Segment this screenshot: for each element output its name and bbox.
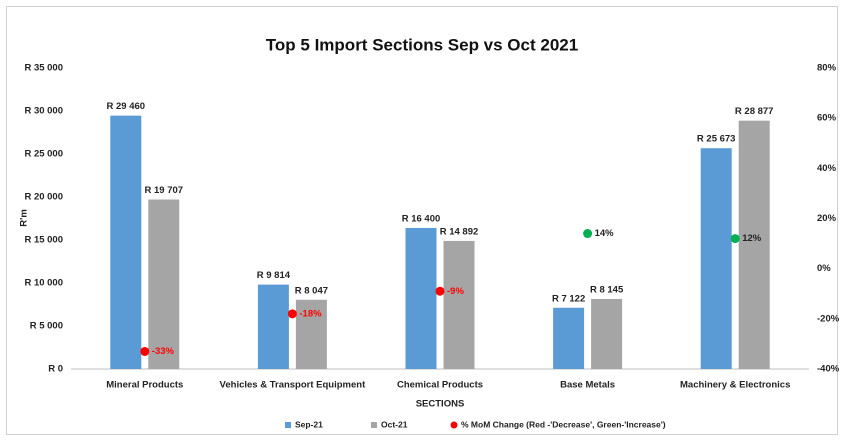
legend-swatch: [285, 422, 291, 428]
x-tick-label: Mineral Products: [106, 380, 183, 391]
bar: [738, 120, 770, 369]
y-tick-label: R 30 000: [24, 106, 63, 117]
bar-value-label: R 16 400: [402, 213, 441, 224]
y2-tick-label: -20%: [817, 313, 840, 324]
bar-value-label: R 25 673: [697, 134, 736, 145]
bar-value-label: R 14 892: [440, 226, 479, 237]
y2-tick-label: 0%: [817, 263, 831, 274]
y-axis-title: R'm: [19, 209, 30, 227]
x-tick-label: Base Metals: [560, 380, 615, 391]
legend-swatch: [371, 422, 377, 428]
legend-swatch: [450, 421, 458, 429]
y-tick-label: R 5 000: [30, 321, 63, 332]
x-tick-label: Vehicles & Transport Equipment: [220, 380, 367, 391]
mom-point: [583, 229, 593, 239]
mom-point: [140, 346, 150, 356]
point-value-label: -18%: [299, 308, 322, 319]
bar-value-label: R 7 122: [552, 293, 585, 304]
mom-point: [287, 309, 297, 319]
y-tick-label: R 25 000: [24, 149, 63, 160]
legend-label: Oct-21: [381, 419, 408, 429]
x-tick-label: Machinery & Electronics: [680, 380, 790, 391]
bar: [405, 227, 437, 369]
y2-tick-label: 40%: [817, 163, 837, 174]
y-tick-label: R 15 000: [24, 235, 63, 246]
point-value-label: -9%: [447, 286, 464, 297]
bar-value-label: R 28 877: [735, 106, 774, 117]
x-tick-label: Chemical Products: [397, 380, 483, 391]
bar: [257, 284, 289, 369]
legend-label: % MoM Change (Red -'Decrease', Green-'In…: [461, 419, 666, 429]
point-value-label: 14%: [595, 228, 615, 239]
legend-label: Sep-21: [295, 419, 323, 429]
y-tick-label: R 35 000: [24, 63, 63, 74]
point-value-label: 12%: [742, 233, 762, 244]
bar-value-label: R 8 047: [295, 285, 328, 296]
y2-tick-label: 60%: [817, 113, 837, 124]
y-tick-label: R 10 000: [24, 278, 63, 289]
x-axis-title: SECTIONS: [416, 399, 465, 410]
chart-title: Top 5 Import Sections Sep vs Oct 2021: [266, 35, 578, 54]
bar-value-label: R 19 707: [145, 185, 184, 196]
y-tick-label: R 20 000: [24, 192, 63, 203]
bar: [148, 199, 180, 369]
y2-tick-label: -40%: [817, 364, 840, 375]
mom-point: [435, 286, 445, 296]
bar: [110, 115, 142, 369]
bar: [443, 240, 475, 369]
mom-point: [730, 234, 740, 244]
bar-value-label: R 9 814: [257, 270, 291, 281]
y-tick-label: R 0: [48, 364, 63, 375]
point-value-label: -33%: [152, 346, 175, 357]
bar: [591, 298, 623, 369]
bar: [295, 299, 327, 369]
bar-value-label: R 8 145: [590, 284, 624, 295]
bar: [700, 148, 732, 369]
y2-tick-label: 80%: [817, 63, 837, 74]
y2-tick-label: 20%: [817, 213, 837, 224]
bar: [553, 307, 585, 369]
bar-value-label: R 29 460: [107, 101, 146, 112]
